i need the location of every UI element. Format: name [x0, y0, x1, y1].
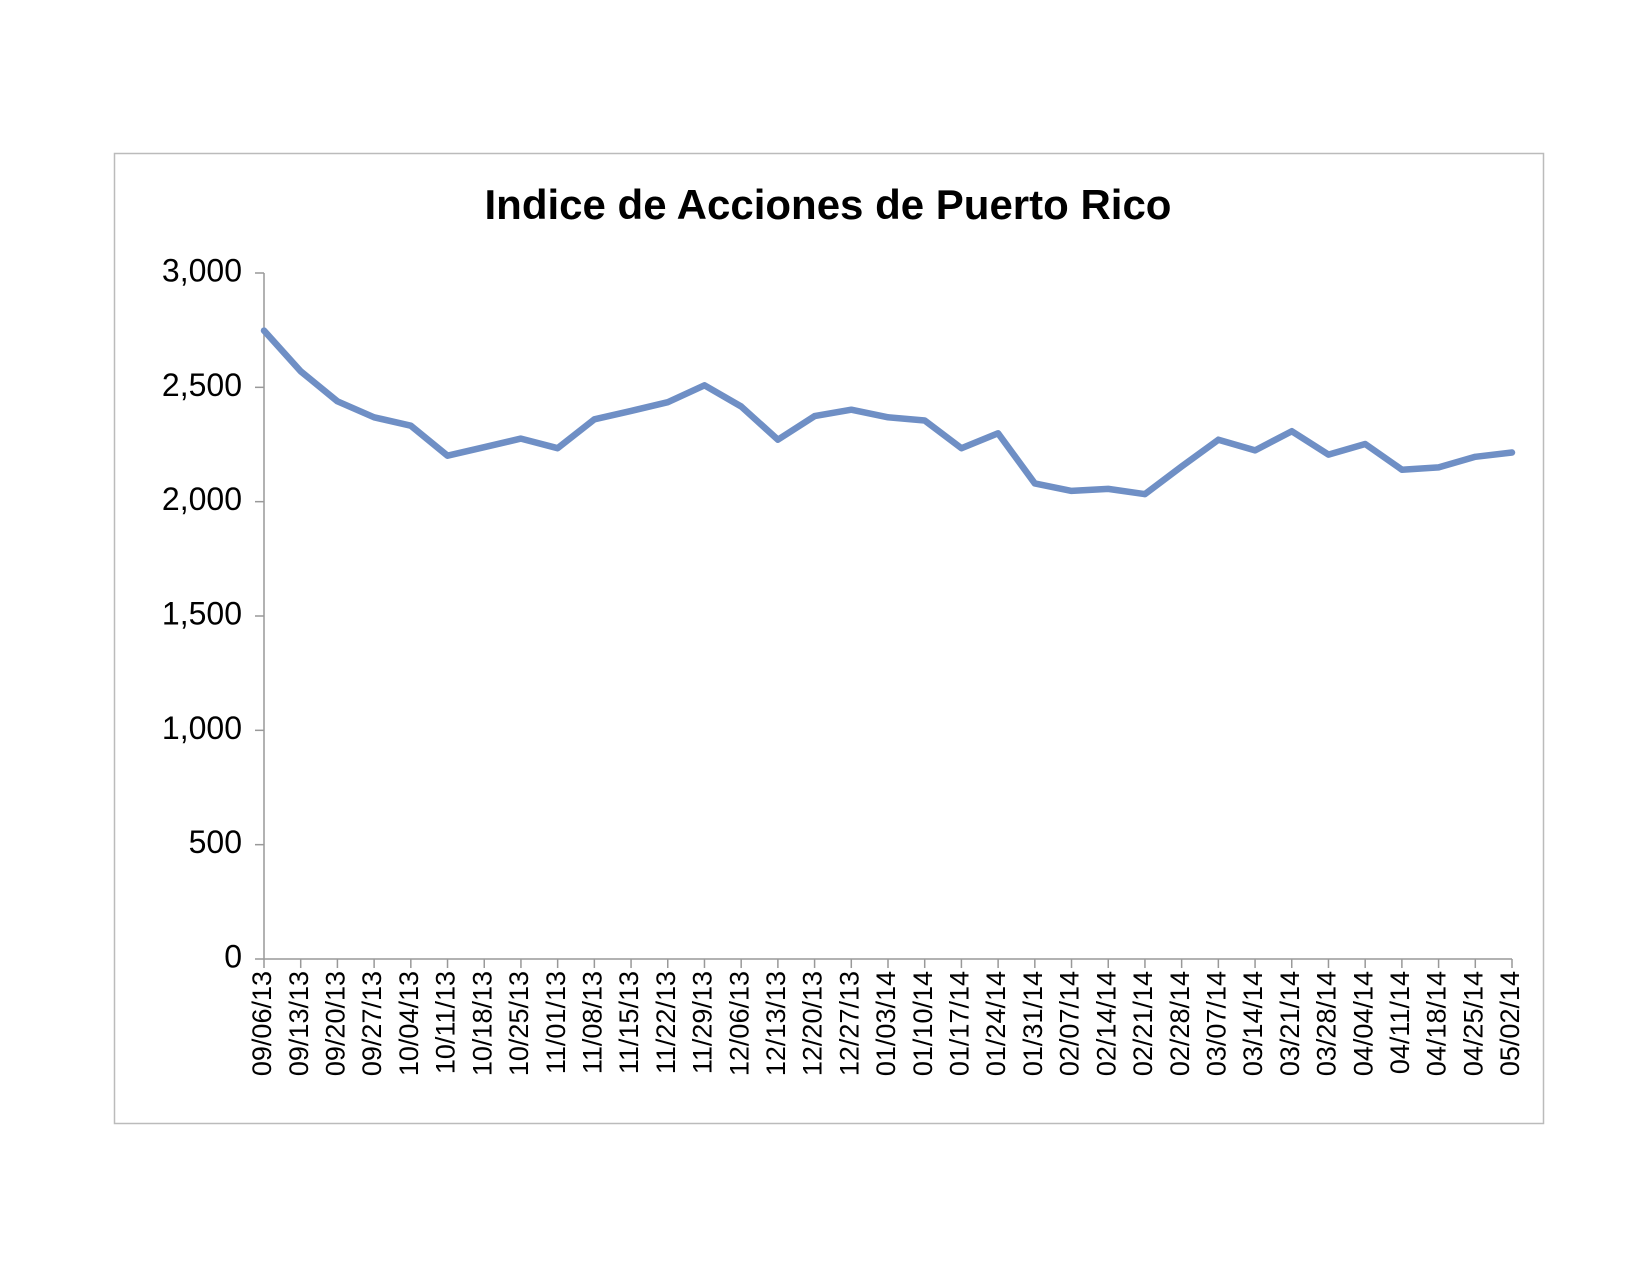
x-tick-label: 05/02/14 [1495, 971, 1525, 1076]
y-tick-label: 1,000 [162, 710, 242, 746]
x-tick-label: 09/27/13 [357, 971, 387, 1076]
x-tick-label: 01/24/14 [981, 971, 1011, 1076]
y-tick-label: 0 [224, 938, 242, 974]
x-tick-label: 03/21/14 [1275, 971, 1305, 1076]
x-tick-label: 03/07/14 [1201, 971, 1231, 1076]
x-tick-label: 09/13/13 [284, 971, 314, 1076]
x-tick-label: 01/10/14 [908, 971, 938, 1076]
x-tick-label: 11/08/13 [577, 971, 607, 1074]
x-tick-label: 12/13/13 [761, 971, 791, 1076]
x-tick-label: 02/21/14 [1128, 971, 1158, 1076]
x-tick-label: 03/14/14 [1238, 971, 1268, 1076]
x-tick-label: 04/18/14 [1422, 971, 1452, 1076]
x-tick-label: 11/29/13 [688, 971, 718, 1074]
x-tick-label: 10/18/13 [467, 971, 497, 1076]
x-tick-label: 04/25/14 [1458, 971, 1488, 1076]
x-tick-label: 11/22/13 [651, 971, 681, 1074]
x-tick-label: 04/04/14 [1348, 971, 1378, 1076]
x-tick-label: 12/27/13 [834, 971, 864, 1076]
y-tick-label: 500 [189, 824, 242, 860]
x-tick-label: 03/28/14 [1312, 971, 1342, 1076]
chart-title: Indice de Acciones de Puerto Rico [485, 181, 1172, 228]
x-tick-label: 02/14/14 [1091, 971, 1121, 1076]
data-line [260, 327, 1516, 498]
x-tick-label: 01/31/14 [1018, 971, 1048, 1076]
x-tick-label: 09/06/13 [247, 971, 277, 1076]
x-tick-label: 10/11/13 [431, 971, 461, 1074]
x-tick-label: 10/04/13 [394, 971, 424, 1076]
x-tick-label: 02/07/14 [1055, 971, 1085, 1076]
x-tick-label: 10/25/13 [504, 971, 534, 1076]
chart-frame [113, 152, 1545, 1125]
y-tick-label: 2,500 [162, 367, 242, 403]
x-tick-label: 04/11/14 [1385, 971, 1415, 1074]
y-tick-label: 2,000 [162, 481, 242, 517]
x-tick-label: 12/06/13 [724, 971, 754, 1076]
y-tick-label: 3,000 [162, 252, 242, 288]
x-tick-label: 01/17/14 [945, 971, 975, 1076]
x-tick-label: 01/03/14 [871, 971, 901, 1076]
x-tick-label: 09/20/13 [321, 971, 351, 1076]
x-tick-label: 02/28/14 [1165, 971, 1195, 1076]
x-tick-label: 12/20/13 [798, 971, 828, 1076]
x-tick-label: 11/15/13 [614, 971, 644, 1074]
y-tick-label: 1,500 [162, 595, 242, 631]
x-tick-label: 11/01/13 [541, 971, 571, 1074]
